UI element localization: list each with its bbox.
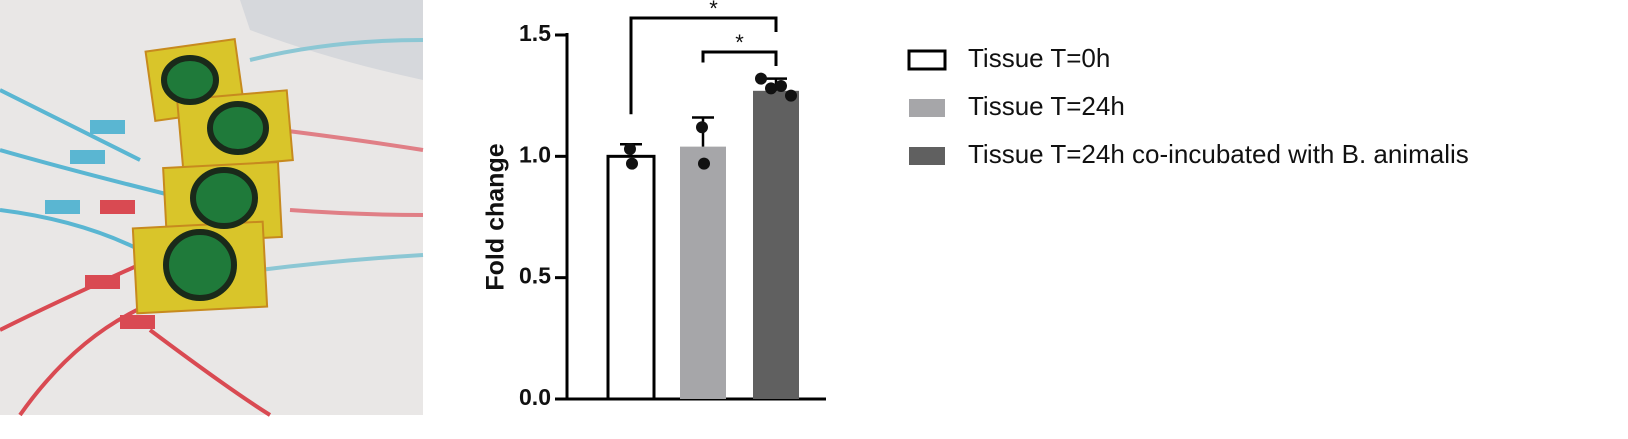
data-point — [696, 121, 708, 134]
significance-label: * — [735, 30, 744, 55]
y-tick-label: 0.0 — [519, 384, 551, 410]
y-tick-label: 1.0 — [519, 141, 551, 167]
significance-label: * — [709, 0, 718, 21]
data-point — [775, 79, 787, 92]
bar — [680, 146, 726, 399]
data-point — [755, 72, 767, 85]
legend-swatch — [909, 99, 945, 117]
data-point — [785, 89, 797, 102]
bar — [753, 90, 799, 400]
legend-label: Tissue T=24h — [968, 91, 1125, 121]
significance-bracket — [629, 16, 778, 115]
legend-swatch — [909, 147, 945, 165]
data-point — [626, 157, 638, 170]
y-tick-label: 1.5 — [519, 20, 551, 46]
legend-label: Tissue T=0h — [968, 43, 1110, 73]
significance-bracket — [701, 50, 778, 66]
bar — [606, 154, 656, 401]
photo — [0, 0, 424, 417]
data-point — [698, 157, 710, 170]
y-axis-label: Fold change — [482, 143, 510, 290]
legend-label: Tissue T=24h co-incubated with B. animal… — [968, 139, 1469, 169]
data-point — [765, 82, 777, 95]
legend-swatch — [907, 49, 947, 71]
data-point — [624, 143, 636, 156]
y-tick-label: 0.5 — [519, 263, 551, 289]
